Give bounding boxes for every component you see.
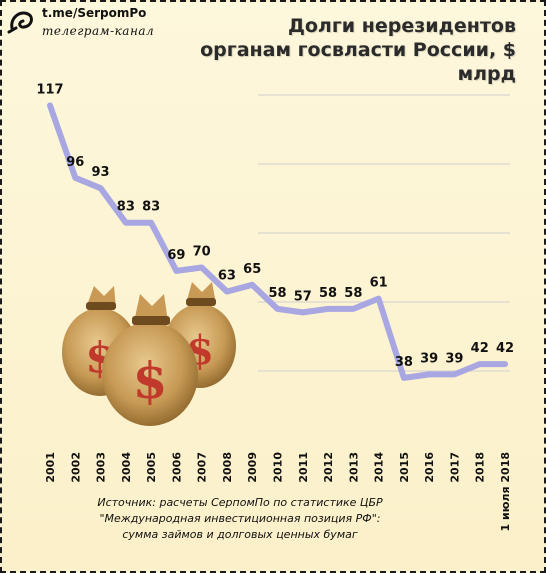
- data-label: 61: [370, 276, 388, 291]
- data-point: [199, 265, 205, 270]
- x-tick-label: 2018: [474, 452, 487, 483]
- data-label: 42: [496, 341, 514, 356]
- x-tick-label: 2009: [246, 452, 259, 483]
- data-label: 38: [395, 355, 413, 370]
- x-tick-label: 2007: [196, 452, 209, 483]
- x-tick-label: 2003: [95, 452, 108, 483]
- data-point: [123, 220, 129, 226]
- money-bags-illustration: $ $ $: [62, 282, 236, 426]
- data-label: 58: [319, 286, 337, 301]
- data-point: [300, 309, 306, 315]
- data-point: [502, 361, 508, 367]
- data-label: 42: [471, 341, 489, 356]
- data-label: 58: [344, 286, 362, 301]
- x-tick-label: 2008: [221, 452, 234, 483]
- data-label: 117: [36, 82, 63, 97]
- data-point: [173, 268, 179, 274]
- brand-block: t.me/SerpomPo телеграм-канал: [6, 4, 176, 44]
- data-label: 58: [268, 286, 286, 301]
- x-tick-label: 1 июля 2018: [499, 452, 512, 531]
- data-point: [72, 175, 78, 181]
- x-tick-label: 2017: [448, 452, 461, 483]
- data-point: [47, 102, 53, 108]
- x-tick-label: 2005: [145, 452, 158, 483]
- x-tick-label: 2013: [347, 452, 360, 483]
- data-label: 65: [243, 262, 261, 277]
- x-tick-label: 2004: [120, 452, 133, 483]
- data-point: [249, 282, 255, 288]
- source-note: Источник: расчеты СерпомПо по статистике…: [30, 495, 450, 543]
- data-label: 39: [445, 351, 463, 366]
- brand-link[interactable]: t.me/SerpomPo: [42, 6, 147, 20]
- x-tick-label: 2006: [170, 452, 183, 483]
- data-point: [224, 289, 230, 295]
- data-point: [477, 361, 483, 367]
- data-point: [275, 306, 280, 312]
- data-points: [47, 102, 508, 381]
- brand-subtitle: телеграм-канал: [42, 24, 155, 38]
- x-tick-label: 2015: [398, 452, 411, 483]
- x-tick-label: 2014: [373, 452, 386, 483]
- data-label: 93: [92, 165, 110, 180]
- source-line-2: "Международная инвестиционная позиция РФ…: [99, 512, 381, 525]
- data-label: 63: [218, 269, 236, 284]
- data-point: [148, 220, 154, 226]
- data-label: 39: [420, 351, 438, 366]
- data-point: [401, 375, 407, 381]
- chart-title-line-1: Долги нерезидентов: [287, 15, 516, 37]
- data-point: [325, 306, 331, 312]
- x-tick-label: 2002: [69, 452, 82, 483]
- data-label: 83: [142, 200, 160, 215]
- data-point: [350, 306, 356, 312]
- money-bag-icon: $: [102, 294, 198, 426]
- data-label: 57: [294, 289, 312, 304]
- x-tick-labels: 2001 2002 2003 2004 2005 2006 2007 2008 2009 2010…: [44, 452, 512, 532]
- chart-title: Долги нерезидентов органам госвласти Рос…: [156, 14, 516, 86]
- data-labels: 117 96 93 83 83 69 70 63 65 58 57 58 58 61 38 39 39 42 42: [36, 82, 514, 370]
- data-point: [426, 371, 432, 377]
- data-label: 96: [66, 155, 84, 170]
- data-label: 83: [117, 200, 135, 215]
- data-point: [451, 371, 457, 377]
- data-label: 70: [193, 245, 211, 260]
- x-tick-label: 2011: [297, 452, 310, 483]
- data-point: [98, 185, 104, 191]
- chart-title-line-2: органам госвласти России, $ млрд: [200, 39, 516, 85]
- x-tick-label: 2012: [322, 452, 335, 483]
- data-point: [376, 296, 382, 302]
- x-tick-label: 2010: [272, 452, 285, 483]
- source-line-1: Источник: расчеты СерпомПо по статистике…: [97, 496, 383, 509]
- data-label: 69: [167, 248, 185, 263]
- x-tick-label: 2016: [423, 452, 436, 483]
- x-tick-label: 2001: [44, 452, 57, 483]
- telegram-logo-icon: [7, 11, 33, 34]
- grid-lines: [258, 94, 510, 372]
- svg-text:$: $: [133, 351, 168, 410]
- source-line-3: сумма займов и долговых ценных бумаг: [122, 528, 358, 541]
